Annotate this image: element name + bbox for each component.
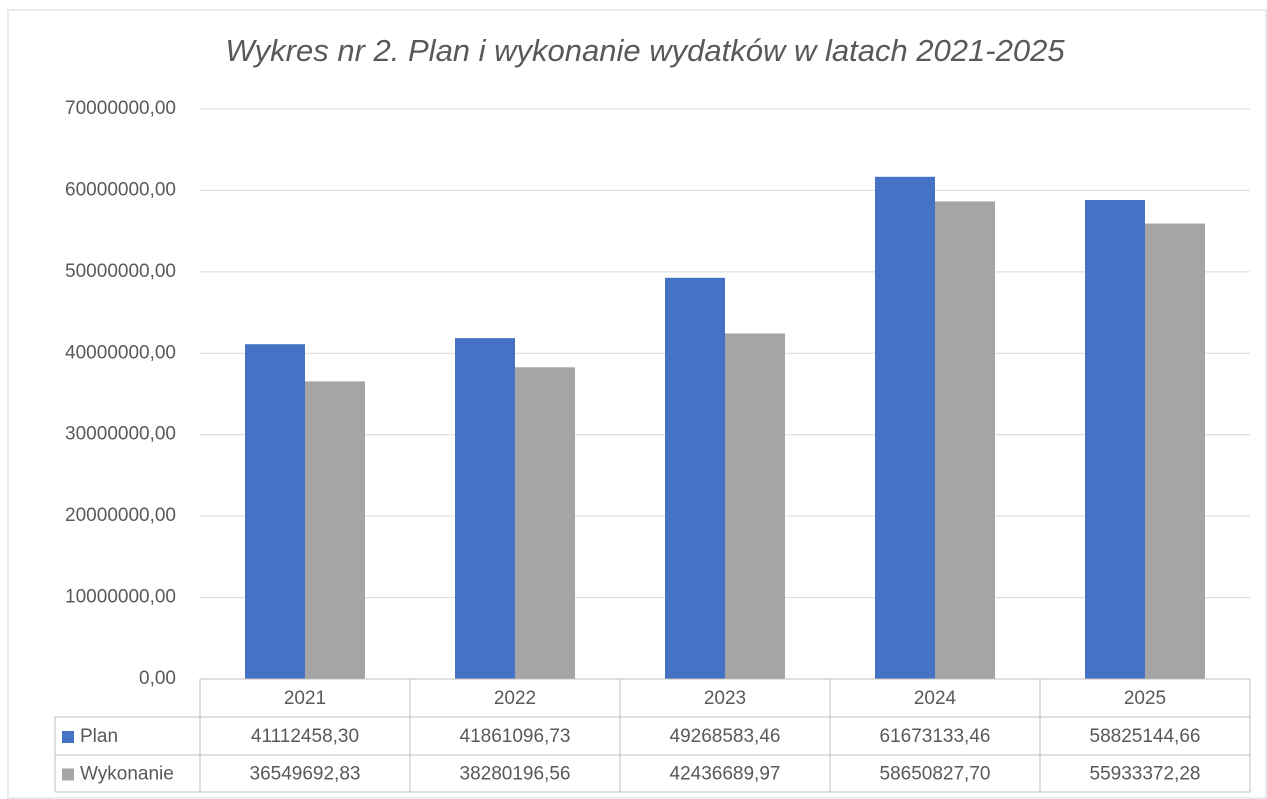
bar <box>875 176 935 679</box>
x-tick-label: 2023 <box>704 688 746 709</box>
table-value: 38280196,56 <box>460 764 571 785</box>
y-tick-label: 30000000,00 <box>65 424 176 445</box>
bar <box>1085 199 1145 680</box>
chart-border <box>7 9 1267 799</box>
y-tick-label: 50000000,00 <box>65 261 176 282</box>
legend-swatch <box>62 768 74 781</box>
table-value: 58650827,70 <box>880 764 991 785</box>
bar <box>665 277 725 679</box>
y-tick-label: 0,00 <box>139 668 176 689</box>
y-tick-label: 10000000,00 <box>65 587 176 608</box>
x-tick-label: 2021 <box>284 688 326 709</box>
table-value: 58825144,66 <box>1090 726 1201 747</box>
table-value: 41861096,73 <box>460 726 571 747</box>
bar <box>455 338 515 679</box>
x-tick-label: 2025 <box>1124 688 1166 709</box>
bar <box>725 333 785 679</box>
legend-label: Plan <box>80 726 118 747</box>
x-tick-label: 2022 <box>494 688 536 709</box>
x-tick-label: 2024 <box>914 688 957 709</box>
bar <box>245 344 305 679</box>
legend-swatch <box>62 731 74 743</box>
table-value: 55933372,28 <box>1090 764 1201 785</box>
table-value: 41112458,30 <box>251 726 359 747</box>
chart-title: Wykres nr 2. Plan i wykonanie wydatków w… <box>225 33 1065 68</box>
y-tick-label: 40000000,00 <box>65 342 176 363</box>
bar <box>935 201 995 680</box>
table-value: 36549692,83 <box>250 764 361 785</box>
bar <box>515 367 575 679</box>
table-value: 42436689,97 <box>670 764 781 785</box>
y-tick-label: 20000000,00 <box>65 505 176 526</box>
y-tick-label: 70000000,00 <box>65 98 176 119</box>
table-value: 49268583,46 <box>670 726 781 747</box>
legend-label: Wykonanie <box>80 764 174 785</box>
table-value: 61673133,46 <box>880 726 991 747</box>
bar <box>1145 223 1205 679</box>
y-tick-label: 60000000,00 <box>65 179 176 200</box>
bar <box>305 381 365 679</box>
